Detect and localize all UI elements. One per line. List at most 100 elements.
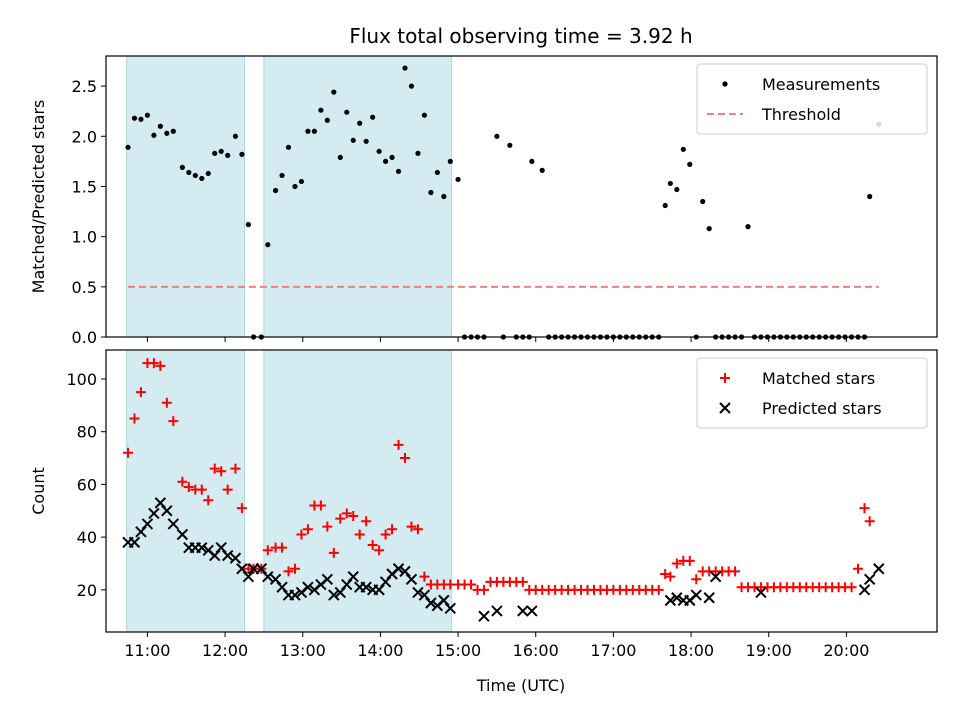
data-point: [239, 151, 245, 157]
legend-label: Threshold: [761, 105, 841, 124]
shaded-interval-2: [263, 55, 453, 338]
data-point: [151, 132, 157, 138]
data-point: [289, 563, 300, 574]
data-point: [466, 579, 477, 590]
data-point: [269, 573, 282, 585]
data-point: [196, 484, 207, 495]
data-point: [667, 180, 673, 187]
legend-handle: [720, 373, 730, 383]
data-point: [292, 183, 298, 190]
data-point: [192, 172, 198, 179]
data-point: [357, 120, 363, 126]
data-point: [539, 167, 545, 174]
data-point: [412, 586, 424, 599]
y-tick-label: 0.5: [72, 278, 97, 297]
data-point: [164, 130, 170, 136]
data-point: [873, 563, 885, 575]
data-point: [315, 500, 326, 511]
data-point: [691, 574, 702, 585]
y-tick-label: 100: [66, 370, 97, 389]
data-point: [674, 186, 680, 193]
data-point: [419, 571, 430, 582]
y-tick-label: 1.0: [72, 228, 97, 247]
x-tick-label: 13:00: [280, 641, 326, 660]
x-tick-label: 19:00: [746, 641, 792, 660]
data-point: [225, 152, 231, 158]
data-point: [380, 529, 391, 540]
data-point: [367, 540, 378, 551]
data-point: [709, 570, 722, 583]
chart-title: Flux total observing time = 3.92 h: [349, 24, 692, 48]
data-point: [296, 529, 307, 540]
data-point: [706, 226, 712, 232]
data-point: [157, 123, 163, 129]
legend: Measurements Threshold: [696, 63, 928, 135]
data-point: [167, 518, 180, 530]
data-point: [209, 463, 220, 474]
data-point: [671, 558, 682, 569]
y-tick-label: 1.5: [72, 177, 97, 196]
data-point: [289, 589, 301, 601]
y-tick-label: 20: [77, 581, 97, 600]
data-point: [125, 144, 131, 150]
data-point: [179, 164, 185, 170]
data-point: [361, 516, 372, 527]
data-point: [341, 508, 352, 519]
data-point: [298, 178, 305, 185]
data-point: [302, 524, 313, 535]
data-point: [168, 416, 179, 427]
legend-handle: [722, 81, 728, 87]
data-point: [138, 116, 144, 122]
series-predicted-stars: [122, 497, 885, 622]
axes-frame: [105, 55, 938, 338]
data-point: [335, 513, 346, 524]
data-point: [441, 193, 447, 200]
data-point: [517, 576, 528, 587]
data-point: [129, 413, 140, 424]
data-point: [387, 524, 398, 535]
data-point: [415, 150, 421, 156]
data-point: [864, 516, 875, 527]
data-point: [859, 503, 870, 514]
data-point: [730, 566, 741, 577]
data-point: [154, 497, 167, 509]
data-point: [348, 511, 359, 522]
data-point: [370, 114, 376, 120]
data-point: [392, 563, 405, 575]
data-point: [302, 581, 314, 593]
axes-frame: [105, 349, 938, 633]
data-point: [212, 150, 218, 156]
data-point: [218, 148, 224, 154]
data-point: [341, 578, 353, 591]
legend-label: Predicted stars: [762, 399, 882, 418]
data-point: [662, 202, 668, 209]
data-point: [399, 565, 411, 578]
x-tick-label: 15:00: [435, 641, 481, 660]
legend: Matched stars Predicted stars: [696, 357, 928, 429]
data-point: [155, 360, 166, 371]
data-point: [745, 224, 751, 230]
data-point: [428, 189, 434, 196]
shaded-interval-1: [126, 55, 245, 338]
data-point: [393, 439, 404, 450]
data-point: [328, 589, 340, 601]
legend-box: [696, 63, 928, 135]
data-point: [221, 549, 234, 562]
data-point: [186, 169, 192, 176]
x-axis-label: Time (UTC): [476, 676, 565, 695]
data-point: [131, 115, 138, 121]
x-tick-label: 20:00: [823, 641, 869, 660]
y-tick-label: 2.0: [72, 127, 97, 146]
data-point: [128, 536, 141, 549]
data-point: [684, 555, 695, 566]
data-point: [331, 89, 337, 95]
data-point: [425, 597, 437, 609]
data-point: [215, 541, 227, 554]
x-tick-label: 18:00: [668, 641, 714, 660]
data-point: [324, 117, 330, 123]
data-point: [222, 484, 233, 495]
data-point: [867, 193, 873, 200]
data-point: [455, 176, 461, 183]
x-tick-label: 11:00: [124, 641, 170, 660]
data-point: [444, 602, 457, 614]
